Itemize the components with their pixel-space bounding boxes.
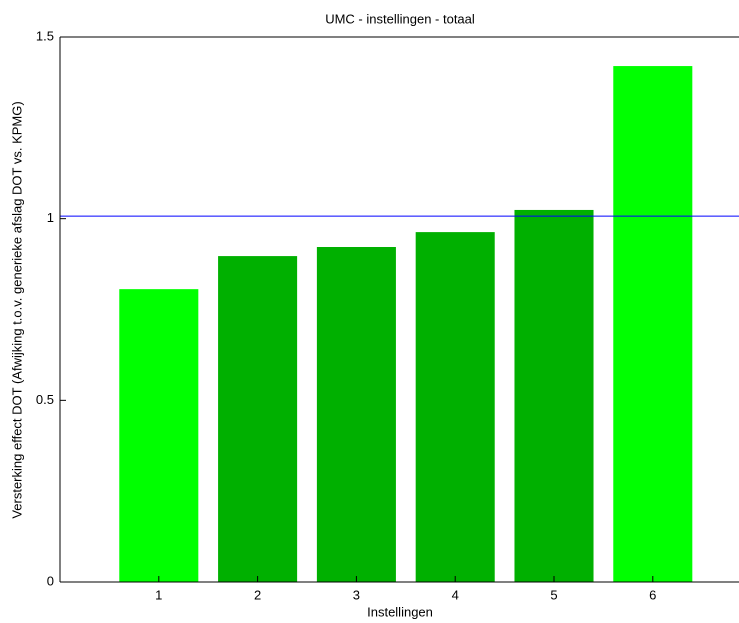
bar <box>218 256 298 582</box>
bar <box>514 209 594 583</box>
y-tick-label: 1 <box>47 210 54 225</box>
bar <box>613 66 693 583</box>
x-tick-label: 4 <box>452 587 459 602</box>
chart-title: UMC - instellingen - totaal <box>325 11 475 26</box>
y-axis-label: Versterking effect DOT (Afwijking t.o.v.… <box>9 101 24 518</box>
x-tick-label: 5 <box>550 587 557 602</box>
x-tick-label: 3 <box>353 587 360 602</box>
bar <box>415 232 495 583</box>
x-axis-label: Instellingen <box>367 604 433 619</box>
bar <box>316 247 396 583</box>
y-tick-label: 0.5 <box>36 392 54 407</box>
y-tick-label: 1.5 <box>36 28 54 43</box>
bar <box>119 289 199 582</box>
x-tick-label: 1 <box>155 587 162 602</box>
y-tick-label: 0 <box>47 573 54 588</box>
x-tick-label: 2 <box>254 587 261 602</box>
x-tick-label: 6 <box>649 587 656 602</box>
